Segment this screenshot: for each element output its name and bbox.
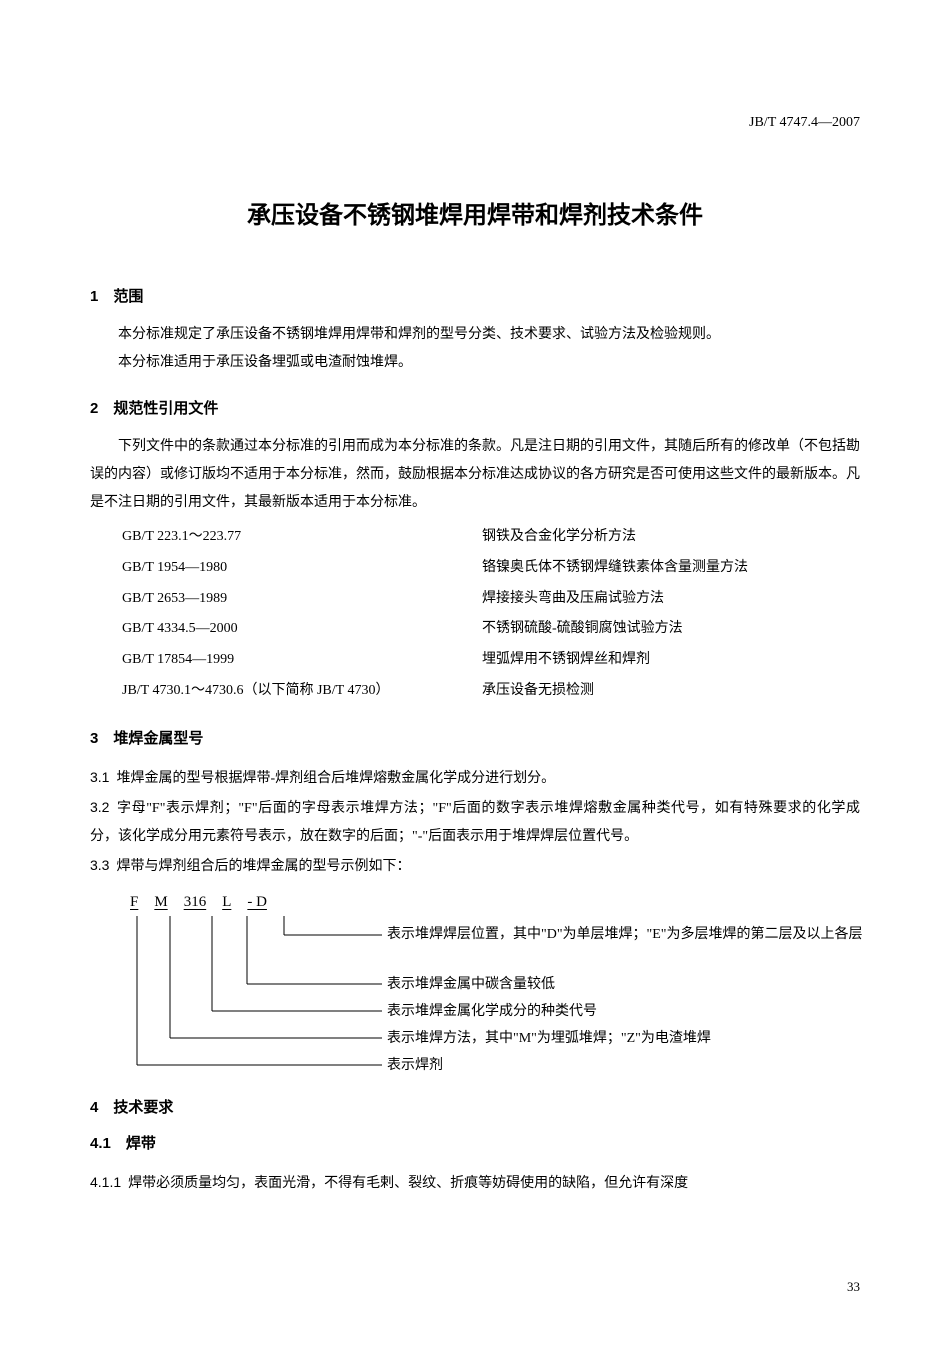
ref-code: GB/T 17854—1999 (122, 645, 482, 676)
page-number: 33 (847, 1279, 860, 1295)
ref-title: 埋弧焊用不锈钢焊丝和焊剂 (482, 645, 860, 676)
ref-title: 焊接接头弯曲及压扁试验方法 (482, 584, 860, 615)
code-diagram: F M 316 L - D 表示堆焊焊层位置，其中"D"为单层堆焊；"E"为多层… (122, 894, 860, 1076)
section-1-heading: 1 范围 (90, 285, 860, 306)
section-3-1: 3.1 堆焊金属的型号根据焊带-焊剂组合后堆焊熔敷金属化学成分进行划分。 (90, 763, 860, 793)
diagram-label-3: 表示堆焊金属化学成分的种类代号 (387, 1001, 597, 1023)
section-3-heading: 3 堆焊金属型号 (90, 727, 860, 748)
ref-row: GB/T 4334.5—2000 不锈钢硫酸-硫酸铜腐蚀试验方法 (122, 614, 860, 645)
section-1-p2: 本分标准适用于承压设备埋弧或电渣耐蚀堆焊。 (90, 349, 860, 377)
subsection-text: 焊带必须质量均匀，表面光滑，不得有毛剌、裂纹、折痕等妨碍使用的缺陷，但允许有深度 (128, 1176, 688, 1191)
section-4-1-heading: 4.1 焊带 (90, 1132, 860, 1153)
diagram-label-2: 表示堆焊金属中碳含量较低 (387, 974, 555, 996)
ref-title: 铬镍奥氏体不锈钢焊缝铁素体含量测量方法 (482, 553, 860, 584)
references-table: GB/T 223.1～223.77 钢铁及合金化学分析方法 GB/T 1954—… (122, 522, 860, 707)
section-2-heading: 2 规范性引用文件 (90, 397, 860, 418)
diagram-label-1: 表示堆焊焊层位置，其中"D"为单层堆焊；"E"为多层堆焊的第二层及以上各层 (387, 924, 892, 946)
ref-row: GB/T 17854—1999 埋弧焊用不锈钢焊丝和焊剂 (122, 645, 860, 676)
subsection-text: 焊带与焊剂组合后的堆焊金属的型号示例如下： (116, 859, 410, 874)
ref-row: GB/T 2653—1989 焊接接头弯曲及压扁试验方法 (122, 584, 860, 615)
ref-code: GB/T 4334.5—2000 (122, 614, 482, 645)
section-4-heading: 4 技术要求 (90, 1096, 860, 1117)
standard-code: JB/T 4747.4—2007 (749, 115, 860, 131)
ref-code: JB/T 4730.1～4730.6（以下简称 JB/T 4730） (122, 676, 482, 707)
subsection-num: 3.2 (90, 799, 109, 815)
ref-title: 不锈钢硫酸-硫酸铜腐蚀试验方法 (482, 614, 860, 645)
ref-row: JB/T 4730.1～4730.6（以下简称 JB/T 4730） 承压设备无… (122, 676, 860, 707)
subsection-num: 4.1.1 (90, 1174, 121, 1190)
subsection-num: 3.3 (90, 857, 109, 873)
ref-row: GB/T 223.1～223.77 钢铁及合金化学分析方法 (122, 522, 860, 553)
subsection-text: 字母"F"表示焊剂；"F"后面的字母表示堆焊方法；"F"后面的数字表示堆焊熔敷金… (90, 801, 860, 844)
ref-title: 承压设备无损检测 (482, 676, 860, 707)
ref-code: GB/T 1954—1980 (122, 553, 482, 584)
section-3-3: 3.3 焊带与焊剂组合后的堆焊金属的型号示例如下： (90, 851, 860, 881)
diagram-label-5: 表示焊剂 (387, 1055, 443, 1077)
ref-title: 钢铁及合金化学分析方法 (482, 522, 860, 553)
document-title: 承压设备不锈钢堆焊用焊带和焊剂技术条件 (90, 195, 860, 230)
section-4-1-1: 4.1.1 焊带必须质量均匀，表面光滑，不得有毛剌、裂纹、折痕等妨碍使用的缺陷，但… (90, 1168, 860, 1198)
subsection-num: 3.1 (90, 769, 109, 785)
section-2-p1: 下列文件中的条款通过本分标准的引用而成为本分标准的条款。凡是注日期的引用文件，其… (90, 433, 860, 517)
section-3-2: 3.2字母"F"表示焊剂；"F"后面的字母表示堆焊方法；"F"后面的数字表示堆焊… (90, 793, 860, 851)
ref-row: GB/T 1954—1980 铬镍奥氏体不锈钢焊缝铁素体含量测量方法 (122, 553, 860, 584)
section-1-p1: 本分标准规定了承压设备不锈钢堆焊用焊带和焊剂的型号分类、技术要求、试验方法及检验… (90, 321, 860, 349)
ref-code: GB/T 2653—1989 (122, 584, 482, 615)
diagram-label-4: 表示堆焊方法，其中"M"为埋弧堆焊；"Z"为电渣堆焊 (387, 1028, 711, 1050)
ref-code: GB/T 223.1～223.77 (122, 522, 482, 553)
subsection-text: 堆焊金属的型号根据焊带-焊剂组合后堆焊熔敷金属化学成分进行划分。 (116, 771, 555, 786)
